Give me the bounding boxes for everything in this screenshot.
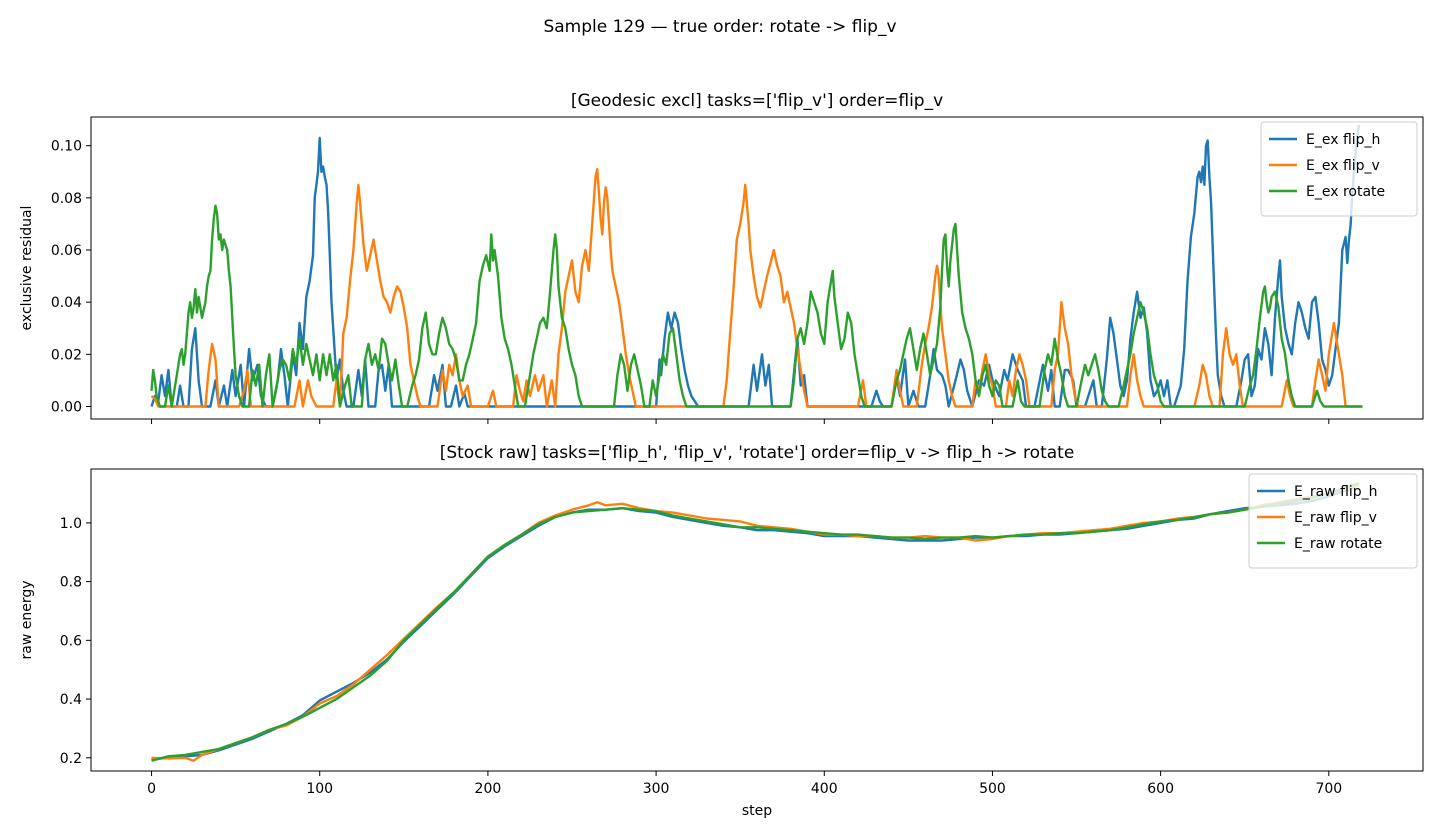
- x-axis-label: step: [742, 803, 772, 819]
- x-tick-label: 0: [147, 781, 156, 797]
- legend-box: [1260, 121, 1418, 217]
- y-axis-label: raw energy: [19, 580, 35, 659]
- figure-title: Sample 129 — true order: rotate -> flip_…: [543, 17, 896, 37]
- y-tick-label: 0.10: [51, 139, 82, 155]
- y-tick-label: 0.2: [60, 751, 82, 767]
- legend-label: E_raw flip_h: [1294, 484, 1378, 500]
- x-tick-label: 200: [475, 781, 502, 797]
- y-tick-label: 0.02: [51, 347, 82, 363]
- y-axis-label: exclusive residual: [19, 206, 35, 331]
- y-tick-label: 0.4: [60, 692, 82, 708]
- y-tick-label: 0.08: [51, 191, 82, 207]
- chart-panel-stock-raw: [Stock raw] tasks=['flip_h', 'flip_v', '…: [19, 443, 1424, 819]
- x-tick-label: 600: [1147, 781, 1174, 797]
- legend-label: E_raw flip_v: [1294, 510, 1377, 526]
- legend-label: E_ex flip_h: [1306, 132, 1380, 148]
- axes-frame: [90, 116, 1424, 420]
- y-tick-label: 0.6: [60, 633, 82, 649]
- chart-title: [Geodesic excl] tasks=['flip_v'] order=f…: [571, 91, 943, 111]
- series-line-3: [151, 482, 1360, 762]
- x-tick-label: 500: [979, 781, 1006, 797]
- y-tick-label: 0.06: [51, 243, 82, 259]
- legend-label: E_ex flip_v: [1306, 158, 1380, 174]
- chart-title: [Stock raw] tasks=['flip_h', 'flip_v', '…: [440, 443, 1075, 463]
- y-tick-label: 1.0: [60, 516, 82, 532]
- legend-label: E_ex rotate: [1306, 184, 1385, 200]
- series-line-2: [150, 168, 1363, 408]
- x-tick-label: 700: [1315, 781, 1342, 797]
- legend-label: E_raw rotate: [1294, 536, 1382, 552]
- x-tick-label: 100: [306, 781, 333, 797]
- legend: E_raw flip_h E_raw flip_v E_raw rotate: [1248, 473, 1418, 569]
- x-tick-label: 400: [811, 781, 838, 797]
- axes-frame: [90, 468, 1424, 772]
- legend: E_ex flip_h E_ex flip_v E_ex rotate: [1260, 121, 1418, 217]
- y-tick-label: 0.8: [60, 575, 82, 591]
- y-tick-label: 0.00: [51, 399, 82, 415]
- series-line-3: [150, 204, 1363, 408]
- legend-box: [1248, 473, 1418, 569]
- chart-panel-geodesic: [Geodesic excl] tasks=['flip_v'] order=f…: [19, 91, 1424, 424]
- series-line-1: [150, 124, 1361, 408]
- y-tick-label: 0.04: [51, 295, 82, 311]
- x-tick-label: 300: [643, 781, 670, 797]
